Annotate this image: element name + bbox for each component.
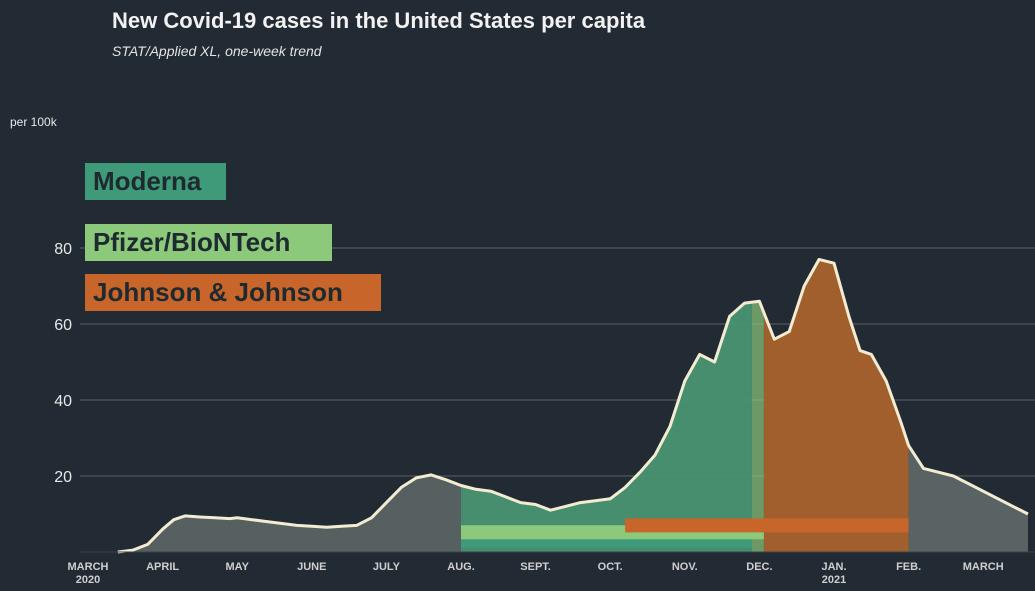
- y-tick-label: 60: [54, 317, 72, 334]
- chart-title: New Covid-19 cases in the United States …: [112, 8, 646, 33]
- month-label: JULY: [373, 561, 401, 573]
- trial-bar-johnson-johnson: [625, 518, 909, 533]
- month-label: MAY: [225, 561, 249, 573]
- month-label: MARCH: [963, 561, 1004, 573]
- month-label: AUG.: [447, 561, 475, 573]
- region-overlap: [751, 259, 764, 552]
- legend-item-moderna: Moderna: [85, 163, 226, 200]
- month-year-label: 2021: [822, 574, 846, 586]
- trial-bars: [461, 518, 909, 548]
- month-label: DEC.: [746, 561, 772, 573]
- y-axis-label: per 100k: [10, 115, 58, 129]
- month-label: JAN.: [821, 561, 846, 573]
- month-label: MARCH: [68, 561, 109, 573]
- y-tick-label: 40: [54, 393, 72, 410]
- chart-subtitle: STAT/Applied XL, one-week trend: [112, 43, 322, 59]
- legend-item-pfizer: Pfizer/BioNTech: [85, 224, 332, 261]
- y-tick-label: 80: [54, 241, 72, 258]
- legend-item-johnson: Johnson & Johnson: [85, 274, 381, 311]
- y-tick-label: 20: [54, 469, 72, 486]
- month-label: FEB.: [896, 561, 921, 573]
- month-label: OCT.: [598, 561, 623, 573]
- series-line-cases: [117, 257, 1029, 554]
- month-label: NOV.: [672, 561, 698, 573]
- month-year-label: 2020: [76, 574, 100, 586]
- month-label: JUNE: [297, 561, 326, 573]
- month-label: SEPT.: [520, 561, 551, 573]
- month-label: APRIL: [146, 561, 179, 573]
- region-0: [461, 259, 752, 552]
- y-tick-labels: 80 60 40 20: [54, 241, 72, 486]
